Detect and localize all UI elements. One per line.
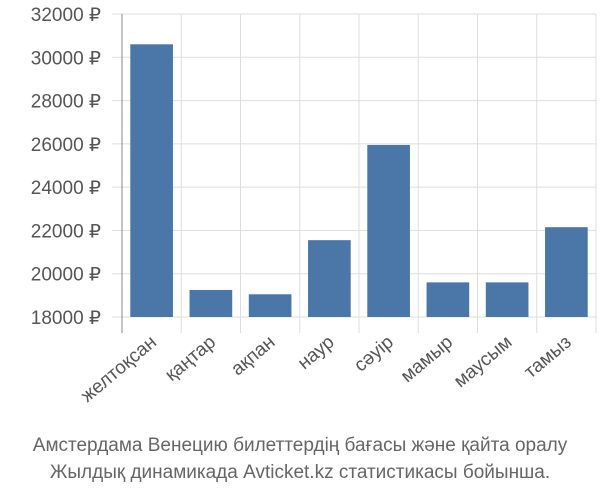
grid-layer — [112, 13, 597, 333]
bar — [545, 227, 588, 317]
x-tick-label: желтоқсан — [77, 332, 161, 407]
y-tick-label: 26000 ₽ — [31, 135, 101, 156]
bar — [485, 282, 529, 317]
y-tick-label: 22000 ₽ — [31, 221, 101, 242]
y-tick-labels: 18000 ₽ 20000 ₽ 22000 ₽ 24000 ₽ 26000 ₽ 28000… — [31, 5, 101, 329]
bar — [248, 294, 292, 317]
y-tick-label: 18000 ₽ — [31, 308, 101, 329]
bar — [308, 240, 351, 317]
x-tick-label: сәуір — [350, 332, 397, 377]
y-tick-label: 28000 ₽ — [31, 92, 101, 113]
bar-layer — [130, 44, 588, 318]
x-tick-label: наур — [294, 332, 339, 374]
caption-line-2: Жылдық динамикада Avticket.kz статистика… — [49, 462, 551, 483]
y-tick-label: 30000 ₽ — [31, 48, 101, 69]
x-tick-label: мамыр — [397, 332, 457, 387]
bar — [367, 144, 410, 317]
bar — [189, 289, 233, 317]
x-tick-label: ақпан — [227, 332, 279, 380]
x-tick-label: маусым — [450, 332, 516, 392]
bar-chart: 18000 ₽ 20000 ₽ 22000 ₽ 24000 ₽ 26000 ₽ 28000… — [31, 5, 597, 407]
bar — [426, 282, 470, 317]
bar — [130, 44, 173, 318]
caption-line-1: Амстердама Венецию билеттердің бағасы жә… — [32, 435, 568, 456]
x-tick-labels: желтоқсан қаңтар ақпан наур сәуір мамырмаусым… — [77, 332, 575, 407]
y-tick-label: 24000 ₽ — [31, 178, 101, 199]
y-tick-label: 20000 ₽ — [31, 265, 101, 286]
x-tick-label: тамыз — [520, 332, 575, 383]
x-tick-label: қаңтар — [161, 332, 220, 386]
y-tick-label: 32000 ₽ — [31, 5, 101, 26]
